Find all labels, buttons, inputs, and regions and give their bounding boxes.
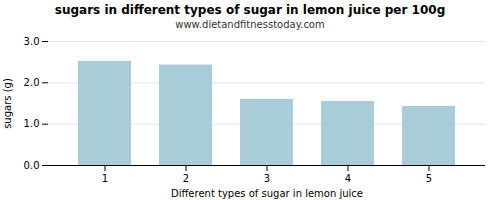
svg-text:3: 3: [264, 173, 270, 184]
svg-text:2.0: 2.0: [24, 77, 40, 88]
svg-text:1: 1: [102, 173, 108, 184]
html-text:sugars in different types of s: sugars in different types of sugar in le…: [54, 3, 446, 17]
svg-text:4: 4: [345, 173, 351, 184]
svg-text:2: 2: [183, 173, 189, 184]
svg-text:sugars (g): sugars (g): [2, 78, 13, 129]
svg-text:3.0: 3.0: [24, 36, 40, 47]
svg-text:Different types of sugar in le: Different types of sugar in lemon juice: [171, 188, 363, 199]
svg-text:1.0: 1.0: [24, 118, 40, 129]
svg-text:0.0: 0.0: [24, 160, 40, 171]
svg-text:5: 5: [426, 173, 432, 184]
html-text:www.dietandfitnesstoday.com: www.dietandfitnesstoday.com: [175, 19, 325, 30]
